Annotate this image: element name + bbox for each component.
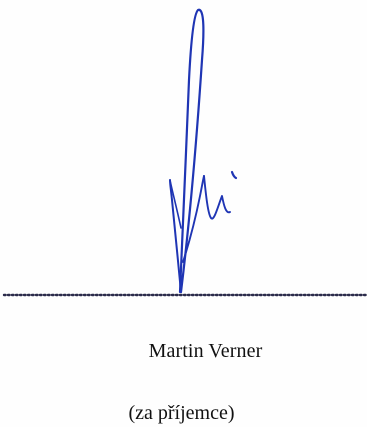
signer-role: (za příjemce) xyxy=(128,402,235,424)
signature-line xyxy=(2,293,367,297)
signer-name-row: Martin Verner xyxy=(0,340,367,363)
handwritten-signature xyxy=(169,8,238,294)
signer-role-row: (za příjemce) xyxy=(0,402,367,425)
signer-name: Martin Verner xyxy=(148,340,263,362)
